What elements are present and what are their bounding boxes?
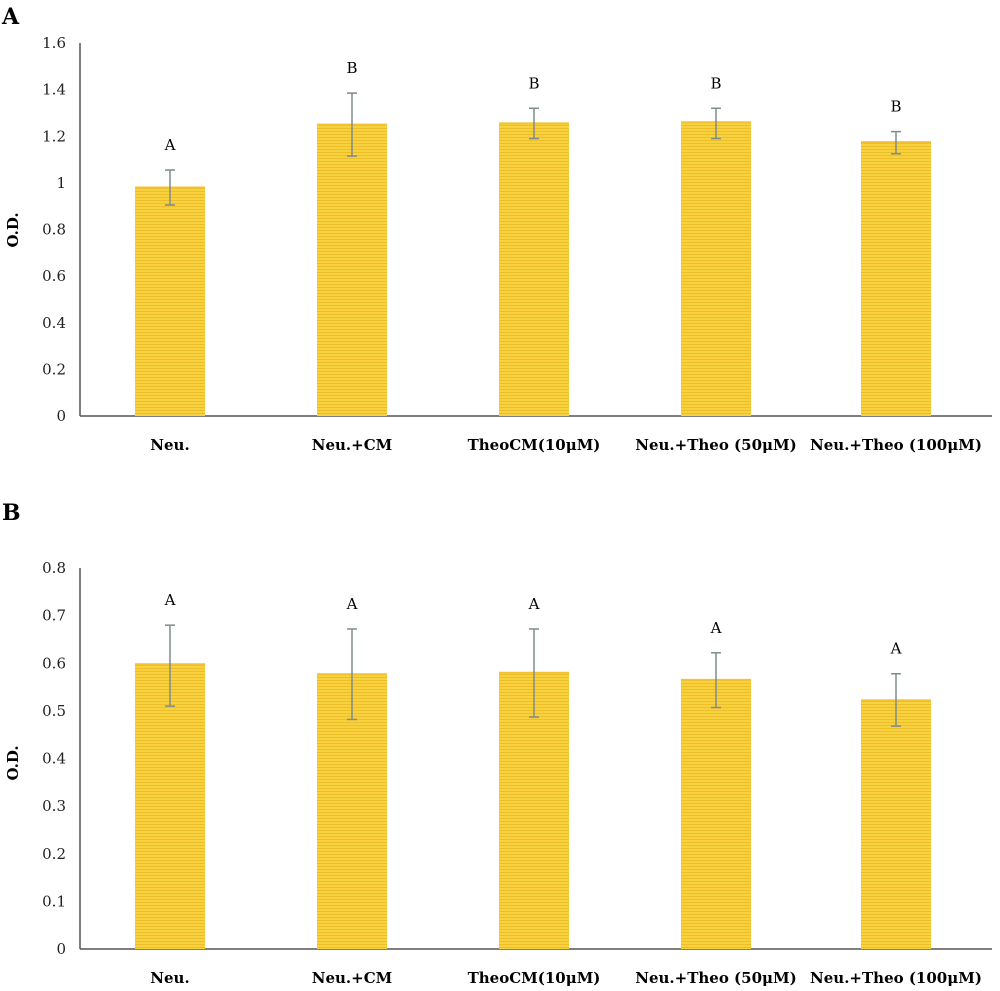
y-tick-label: 0.2 (42, 360, 66, 378)
significance-label: B (890, 98, 901, 116)
significance-label: A (164, 136, 176, 154)
y-tick-label: 0.3 (42, 797, 66, 815)
y-tick-label: 0 (56, 940, 66, 958)
significance-label: A (890, 640, 902, 658)
significance-label: A (528, 595, 540, 613)
category-label: Neu. (150, 436, 189, 454)
y-tick-label: 1.6 (42, 34, 66, 52)
category-label: Neu.+Theo (50μM) (635, 969, 796, 987)
y-tick-label: 0.7 (42, 607, 66, 625)
bar (135, 187, 205, 416)
category-label: TheoCM(10μM) (468, 969, 601, 987)
significance-label: B (528, 74, 539, 92)
y-tick-label: 0.6 (42, 267, 66, 285)
category-label: TheoCM(10μM) (468, 436, 601, 454)
significance-label: B (346, 59, 357, 77)
bar (861, 700, 931, 949)
panel-label-b: B (2, 500, 21, 526)
y-tick-label: 0.6 (42, 654, 66, 672)
y-tick-label: 0.4 (42, 750, 66, 768)
y-tick-label: 0.4 (42, 314, 66, 332)
y-axis-label-a: O.D. (4, 212, 22, 247)
y-tick-label: 1 (56, 174, 66, 192)
y-tick-label: 0.2 (42, 845, 66, 863)
bar (317, 124, 387, 416)
y-tick-label: 1.4 (42, 81, 66, 99)
chart-panel-a: 0 0.2 0.4 0.6 0.8 1 1.2 1.4 1.6 A Neu. B Neu.+CM B The… (42, 34, 992, 454)
category-label: Neu.+CM (312, 969, 393, 987)
bar (681, 122, 751, 416)
y-tick-label: 0.8 (42, 559, 66, 577)
bar (499, 123, 569, 416)
bar (681, 679, 751, 949)
bar (135, 664, 205, 949)
y-tick-label: 1.2 (42, 127, 66, 145)
significance-label: A (164, 591, 176, 609)
category-label: Neu.+CM (312, 436, 393, 454)
category-label: Neu.+Theo (100μM) (810, 969, 982, 987)
category-label: Neu.+Theo (100μM) (810, 436, 982, 454)
bar (499, 672, 569, 949)
significance-label: A (346, 595, 358, 613)
y-tick-label: 0.1 (42, 892, 66, 910)
y-axis-label-b: O.D. (4, 745, 22, 780)
significance-label: B (710, 74, 721, 92)
y-tick-label: 0.5 (42, 702, 66, 720)
category-label: Neu.+Theo (50μM) (635, 436, 796, 454)
chart-panel-b: 0 0.1 0.2 0.3 0.4 0.5 0.6 0.7 0.8 A Neu. A Neu.+CM A T… (42, 559, 992, 987)
panel-label-a: A (1, 4, 20, 30)
y-tick-label: 0.8 (42, 221, 66, 239)
bar (861, 142, 931, 416)
y-tick-label: 0 (56, 407, 66, 425)
significance-label: A (710, 619, 722, 637)
category-label: Neu. (150, 969, 189, 987)
